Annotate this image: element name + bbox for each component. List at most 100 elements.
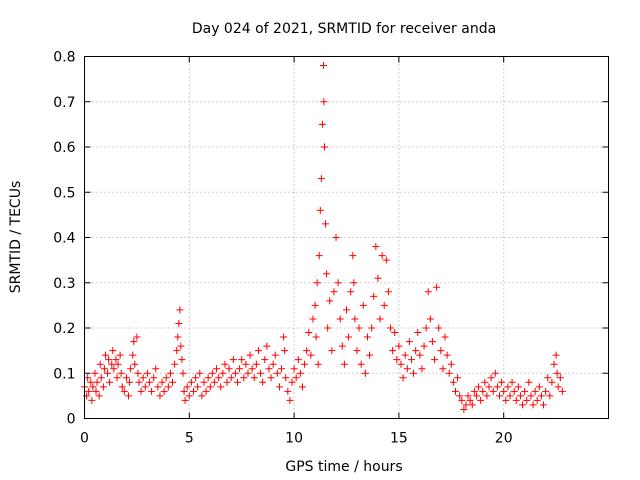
data-point	[301, 360, 309, 368]
data-point	[384, 288, 392, 296]
data-point	[126, 378, 134, 386]
data-point	[500, 387, 508, 395]
data-point	[108, 360, 116, 368]
data-point	[403, 365, 411, 373]
data-point	[481, 378, 489, 386]
y-tick-label: 0.1	[53, 366, 75, 382]
data-point	[303, 347, 311, 355]
data-point	[286, 396, 294, 404]
data-point	[137, 387, 145, 395]
data-point	[363, 333, 371, 341]
data-point	[246, 351, 254, 359]
data-point	[445, 369, 453, 377]
x-tick-label: 15	[390, 431, 408, 447]
y-tick-label: 0.2	[53, 321, 75, 337]
data-point	[502, 396, 510, 404]
data-point	[267, 374, 275, 382]
y-tick-label: 0.4	[53, 231, 75, 247]
data-point	[145, 378, 153, 386]
data-point	[542, 387, 550, 395]
data-point	[204, 374, 212, 382]
data-point	[389, 347, 397, 355]
y-tick-label: 0.3	[53, 276, 75, 292]
data-point	[112, 356, 120, 364]
data-point	[399, 374, 407, 382]
data-point	[550, 360, 558, 368]
data-point	[370, 292, 378, 300]
data-point	[215, 374, 223, 382]
data-point	[475, 383, 483, 391]
data-point	[89, 383, 97, 391]
data-point	[491, 369, 499, 377]
x-tick-label: 0	[80, 431, 89, 447]
data-point	[418, 365, 426, 373]
data-point	[139, 374, 147, 382]
data-point	[516, 392, 524, 400]
x-tick-label: 5	[185, 431, 194, 447]
data-point	[130, 338, 138, 346]
data-point	[173, 347, 181, 355]
data-point	[320, 143, 328, 151]
data-point	[521, 387, 529, 395]
data-point	[307, 351, 315, 359]
data-point	[196, 369, 204, 377]
data-point	[330, 288, 338, 296]
data-point	[397, 360, 405, 368]
data-point	[554, 383, 562, 391]
data-point	[305, 329, 313, 337]
data-point	[387, 324, 395, 332]
data-point	[116, 351, 124, 359]
data-point	[506, 392, 514, 400]
data-point	[422, 324, 430, 332]
data-point	[462, 401, 470, 409]
data-point	[109, 347, 117, 355]
data-point	[311, 301, 319, 309]
data-point	[93, 378, 101, 386]
data-point	[105, 356, 113, 364]
data-point	[512, 396, 520, 404]
data-point	[206, 383, 214, 391]
data-point	[225, 365, 233, 373]
data-point	[275, 383, 283, 391]
data-point	[282, 374, 290, 382]
chart-title: Day 024 of 2021, SRMTID for receiver and…	[192, 21, 496, 37]
data-point	[314, 360, 322, 368]
data-point	[113, 374, 121, 382]
data-point	[227, 374, 235, 382]
data-point	[296, 369, 304, 377]
data-point	[428, 338, 436, 346]
data-point	[179, 369, 187, 377]
data-point	[382, 256, 390, 264]
data-point	[401, 351, 409, 359]
data-point	[181, 396, 189, 404]
data-point	[540, 401, 548, 409]
data-point	[254, 347, 262, 355]
x-tick-label: 20	[495, 431, 513, 447]
data-point	[443, 351, 451, 359]
data-point	[395, 342, 403, 350]
data-point	[166, 369, 174, 377]
data-point	[410, 369, 418, 377]
y-tick-label: 0.5	[53, 185, 75, 201]
data-point	[508, 378, 516, 386]
data-point	[120, 387, 128, 395]
data-point	[257, 369, 265, 377]
data-point	[456, 392, 464, 400]
data-point	[177, 342, 185, 350]
data-point	[242, 360, 250, 368]
data-point	[180, 387, 188, 395]
axis-ticks	[84, 56, 609, 419]
data-point	[433, 283, 441, 291]
data-point	[175, 319, 183, 327]
data-point	[523, 396, 531, 404]
data-point	[405, 338, 413, 346]
data-point	[95, 392, 103, 400]
data-point	[127, 365, 135, 373]
data-point	[470, 387, 478, 395]
data-point	[366, 351, 374, 359]
x-tick-label: 10	[285, 431, 303, 447]
data-point	[320, 98, 328, 106]
data-point	[229, 356, 237, 364]
data-point	[135, 378, 143, 386]
